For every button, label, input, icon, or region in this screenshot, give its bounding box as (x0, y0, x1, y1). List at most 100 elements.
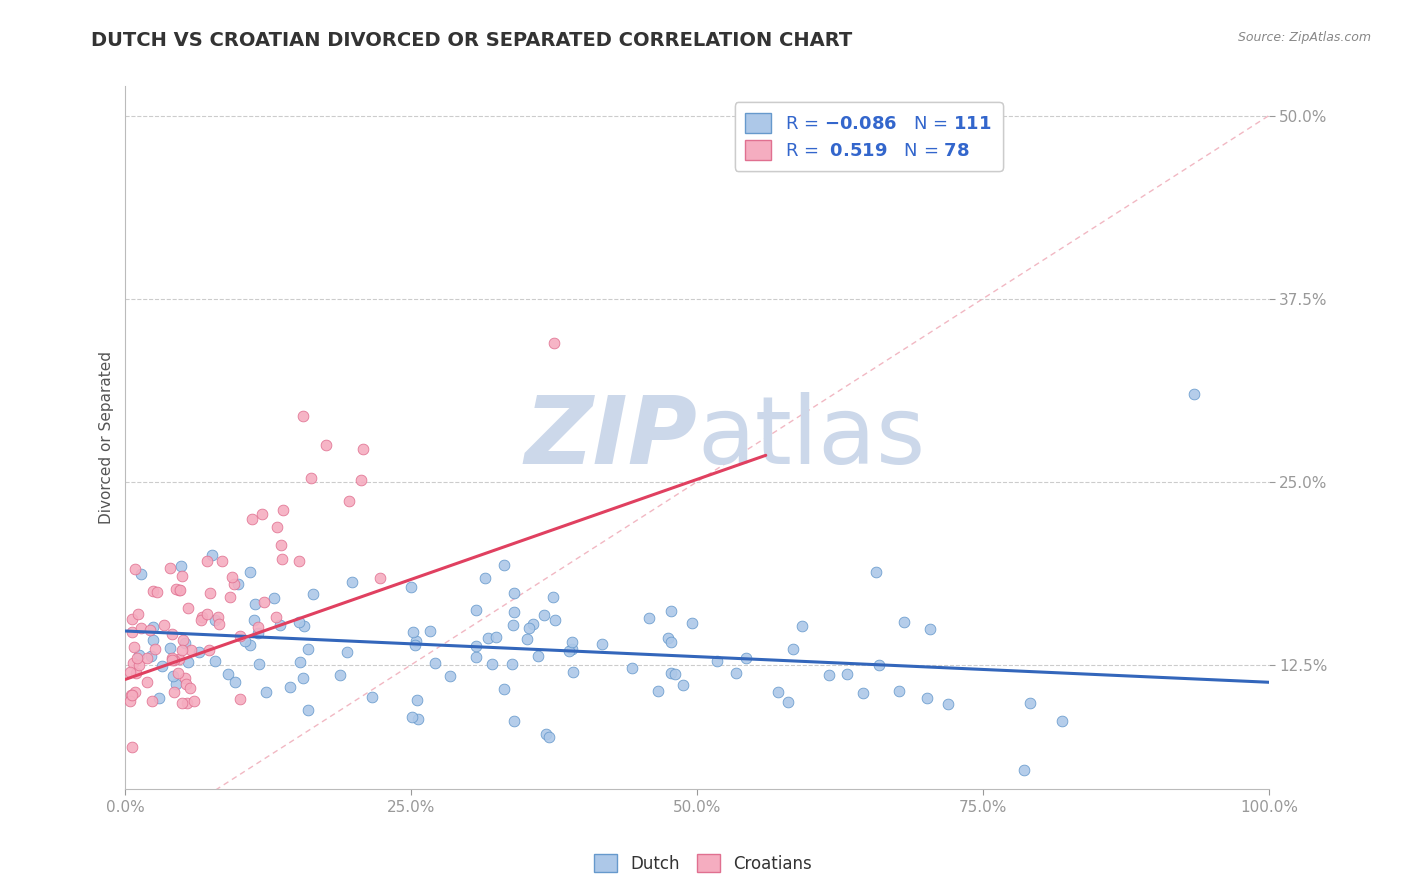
Point (226, 577, 249, 591)
Point (146, 585, 169, 599)
Point (153, 618, 176, 632)
Text: Source: ZipAtlas.com: Source: ZipAtlas.com (1237, 31, 1371, 45)
Point (399, 580, 422, 594)
Point (141, 693, 163, 707)
Point (141, 648, 163, 663)
Point (177, 655, 200, 669)
Point (406, 713, 429, 727)
Point (121, 739, 143, 754)
Point (342, 574, 364, 589)
Point (465, 649, 488, 664)
Point (229, 692, 252, 706)
Point (502, 586, 524, 600)
Point (464, 603, 486, 617)
Point (183, 694, 205, 708)
Point (661, 604, 683, 618)
Point (197, 643, 219, 657)
Point (558, 643, 581, 657)
Point (128, 648, 150, 662)
Point (263, 591, 285, 605)
Point (187, 645, 209, 659)
Point (165, 582, 187, 596)
Point (139, 624, 162, 638)
Point (647, 684, 669, 698)
Point (129, 567, 152, 582)
Point (368, 571, 391, 585)
Point (170, 643, 193, 657)
Point (766, 685, 789, 699)
Point (291, 671, 314, 685)
Point (1019, 696, 1042, 710)
Point (561, 665, 583, 679)
Point (659, 665, 682, 680)
Point (533, 607, 555, 622)
Point (238, 638, 260, 652)
Point (516, 632, 538, 646)
Point (887, 683, 910, 698)
Point (211, 553, 233, 567)
Text: atlas: atlas (697, 392, 925, 483)
Point (174, 671, 197, 685)
Point (484, 630, 506, 644)
Point (172, 569, 194, 583)
Point (538, 730, 561, 744)
Point (165, 677, 187, 691)
Point (256, 685, 278, 699)
Point (352, 442, 374, 456)
Point (1050, 714, 1073, 728)
Point (336, 645, 359, 659)
Point (423, 657, 446, 671)
Point (302, 587, 325, 601)
Point (240, 511, 263, 525)
Y-axis label: Divorced or Separated: Divorced or Separated (100, 351, 114, 524)
Point (522, 617, 544, 632)
Point (162, 651, 184, 665)
Point (242, 613, 264, 627)
Point (792, 619, 814, 633)
Point (288, 655, 311, 669)
Point (852, 686, 875, 700)
Point (501, 657, 523, 671)
Point (174, 677, 197, 691)
Point (401, 709, 423, 723)
Point (128, 657, 150, 672)
Point (233, 634, 256, 648)
Point (288, 615, 311, 630)
Point (163, 685, 186, 699)
Point (638, 611, 661, 625)
Point (229, 629, 252, 643)
Point (142, 584, 165, 599)
Point (405, 634, 427, 648)
Point (195, 607, 218, 622)
Point (315, 438, 337, 452)
Point (936, 697, 959, 711)
Point (142, 620, 165, 634)
Point (172, 633, 194, 648)
Point (561, 641, 583, 656)
Point (270, 538, 292, 552)
Point (735, 650, 758, 665)
Point (297, 641, 319, 656)
Point (481, 657, 503, 672)
Point (204, 654, 226, 668)
Point (591, 637, 613, 651)
Point (176, 696, 198, 710)
Point (291, 409, 314, 423)
Point (292, 619, 315, 633)
Point (561, 634, 583, 648)
Point (121, 656, 143, 670)
Point (163, 653, 186, 667)
Point (439, 669, 461, 683)
Point (350, 473, 373, 487)
Point (150, 659, 173, 673)
Point (159, 561, 181, 575)
Point (681, 615, 703, 630)
Point (148, 691, 170, 706)
Text: ZIP: ZIP (524, 392, 697, 483)
Point (170, 559, 193, 574)
Point (865, 565, 887, 579)
Point (817, 668, 839, 682)
Point (915, 691, 938, 706)
Point (724, 665, 747, 680)
Point (1012, 763, 1035, 777)
